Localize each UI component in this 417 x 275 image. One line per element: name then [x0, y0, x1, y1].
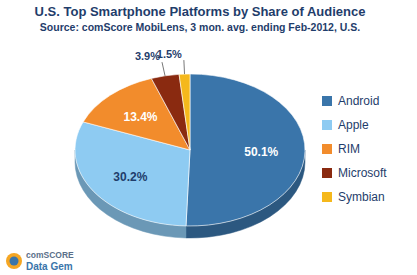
slice-top	[186, 74, 305, 226]
background	[0, 0, 417, 275]
leader-line	[183, 60, 185, 74]
legend-swatch	[322, 96, 332, 106]
legend-label: Microsoft	[338, 166, 387, 180]
leader-line	[162, 62, 165, 76]
slice	[179, 74, 190, 150]
legend-swatch	[322, 120, 332, 130]
logo-icon	[6, 253, 22, 269]
slice-top	[179, 74, 190, 150]
data-label: 30.2%	[113, 170, 147, 184]
legend-swatch	[322, 168, 332, 178]
subtitle: Source: comScore MobiLens, 3 mon. avg. e…	[40, 21, 360, 33]
legend: Android Apple RIM Microsoft Symbian	[322, 94, 387, 204]
logo-text: comSCORE	[26, 250, 74, 260]
data-label: 1.5%	[157, 48, 182, 60]
legend-label: Apple	[338, 118, 369, 132]
title: U.S. Top Smartphone Platforms by Share o…	[35, 4, 366, 19]
data-label: 50.1%	[244, 145, 278, 159]
legend-label: Android	[338, 94, 379, 108]
chart: U.S. Top Smartphone Platforms by Share o…	[0, 0, 417, 275]
logo-text: Data Gem	[26, 261, 73, 272]
legend-label: Symbian	[338, 190, 385, 204]
pie	[75, 74, 305, 238]
data-label: 13.4%	[123, 110, 157, 124]
data-labels: 50.1%30.2%13.4%3.9%1.5%	[113, 48, 278, 184]
legend-swatch	[322, 192, 332, 202]
legend-label: RIM	[338, 142, 360, 156]
logo-icon	[10, 257, 19, 266]
slice	[186, 74, 305, 238]
legend-swatch	[322, 144, 332, 154]
logo: comSCOREData Gem	[6, 250, 74, 272]
